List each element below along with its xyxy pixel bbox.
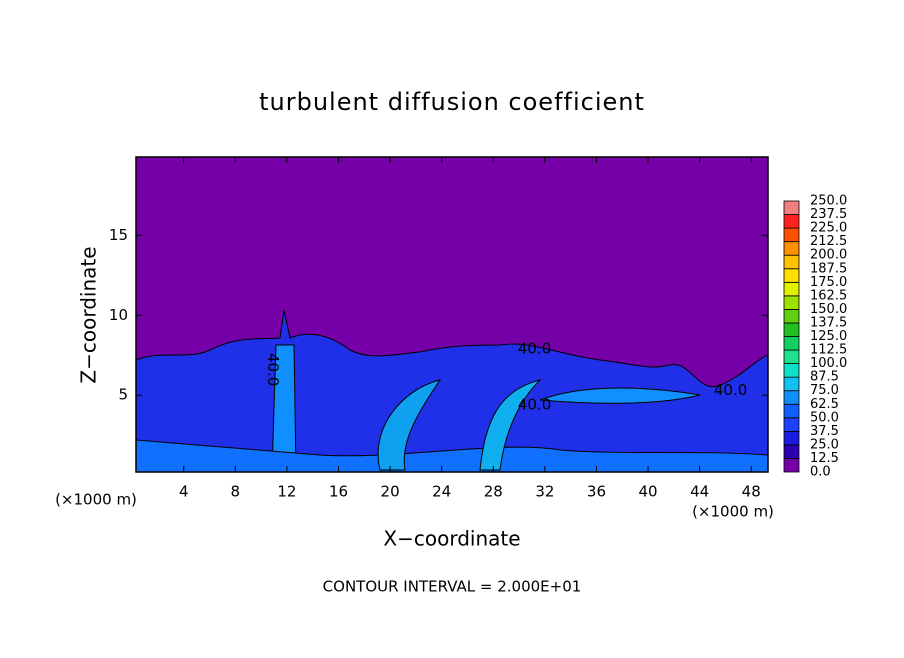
colorbar-swatch: [783, 322, 800, 337]
colorbar-label: 137.5: [810, 315, 847, 330]
y-tick-label: 15: [109, 226, 128, 244]
colorbar-label: 212.5: [810, 234, 847, 249]
chart-title: turbulent diffusion coefficient: [259, 88, 645, 116]
colorbar-swatch: [783, 417, 800, 432]
colorbar-swatch: [783, 376, 800, 392]
colorbar-swatch: [783, 444, 800, 459]
field: [135, 157, 769, 473]
contour-label: 40.0: [518, 339, 551, 357]
contour-label: 40.0: [714, 381, 747, 399]
colorbar-label: 125.0: [810, 329, 847, 344]
colorbar-label: 0.0: [810, 465, 831, 480]
colorbar-swatch: [783, 430, 800, 446]
colorbar-label: 37.5: [810, 424, 839, 439]
colorbar-label: 62.5: [810, 397, 839, 412]
colorbar-swatch: [783, 268, 800, 283]
colorbar-label: 225.0: [810, 221, 847, 236]
colorbar-label: 200.0: [810, 248, 847, 263]
colorbar-label: 112.5: [810, 343, 847, 358]
colorbar-label: 187.5: [810, 261, 847, 276]
field-lower: [135, 439, 769, 473]
colorbar-swatch: [783, 241, 800, 256]
field-eddy: [479, 379, 542, 471]
colorbar-swatch: [783, 281, 800, 297]
y-tick-label: 5: [118, 386, 128, 404]
plot-frame: [135, 156, 769, 473]
colorbar-label: 175.0: [810, 275, 847, 290]
x-tick-label: 16: [329, 483, 348, 501]
colorbar-label: 150.0: [810, 302, 847, 317]
colorbar-swatch: [783, 403, 800, 419]
colorbar-label: 87.5: [810, 370, 839, 385]
x-tick-label: 12: [277, 483, 296, 501]
colorbar-swatch: [783, 254, 800, 270]
field-eddy: [539, 387, 701, 404]
x-tick-label: 44: [690, 483, 709, 501]
colorbar-swatch: [783, 458, 800, 473]
x-axis-label: X−coordinate: [383, 527, 520, 551]
contour-label: 40.0: [518, 395, 551, 413]
colorbar-label: 12.5: [810, 451, 839, 466]
y-tick-label: 10: [109, 306, 128, 324]
colorbar-swatch: [783, 214, 800, 229]
x-tick-label: 36: [587, 483, 606, 501]
x-tick-label: 8: [231, 483, 241, 501]
y-axis-label: Z−coordinate: [77, 246, 101, 383]
colorbar-label: 237.5: [810, 207, 847, 222]
colorbar-swatch: [783, 390, 800, 405]
x-tick-label: 40: [639, 483, 658, 501]
colorbar-swatch: [783, 336, 800, 351]
x-tick-label: 32: [535, 483, 554, 501]
colorbar-swatch: [783, 295, 800, 310]
y-axis-unit: (×1000 m): [55, 491, 137, 509]
colorbar-swatch: [783, 349, 800, 364]
colorbar-swatch: [783, 227, 800, 243]
colorbar-label: 162.5: [810, 288, 847, 303]
x-tick-label: 28: [484, 483, 503, 501]
x-tick-label: 48: [742, 483, 761, 501]
x-tick-label: 24: [432, 483, 451, 501]
colorbar-swatch: [783, 200, 800, 215]
colorbar-label: 250.0: [810, 194, 847, 209]
contour-label: 40.0: [264, 353, 282, 386]
x-tick-label: 4: [179, 483, 189, 501]
x-axis-unit: (×1000 m): [692, 503, 774, 521]
colorbar-swatch: [783, 308, 800, 324]
colorbar-label: 25.0: [810, 437, 839, 452]
colorbar-label: 100.0: [810, 356, 847, 371]
colorbar-label: 50.0: [810, 410, 839, 425]
footer: CONTOUR INTERVAL = 2.000E+01: [323, 578, 582, 596]
x-tick-label: 20: [381, 483, 400, 501]
colorbar-label: 75.0: [810, 383, 839, 398]
field-eddy: [377, 379, 442, 471]
colorbar-swatch: [783, 363, 800, 378]
